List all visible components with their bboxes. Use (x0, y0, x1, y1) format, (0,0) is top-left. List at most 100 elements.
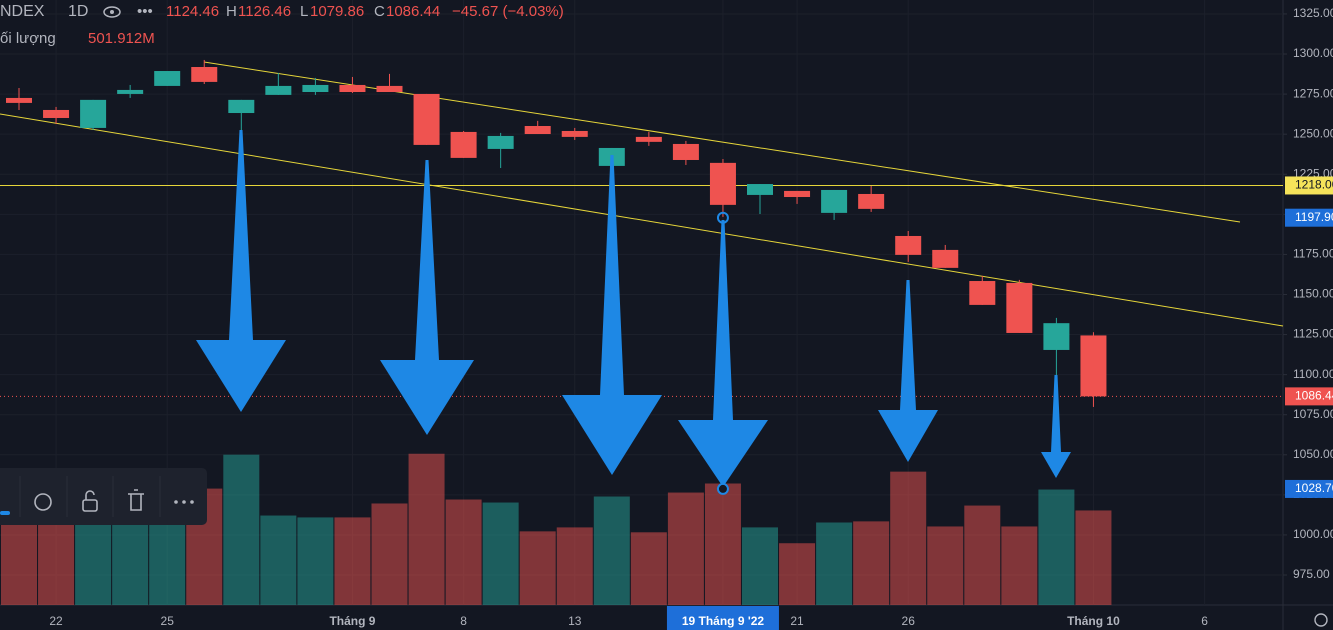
close-prefix: C (374, 3, 385, 20)
settings-gear[interactable] (1314, 613, 1328, 627)
volume-bar (334, 517, 371, 605)
candle-body (858, 193, 885, 209)
y-tick-label: 1100.00 (1293, 367, 1333, 381)
y-tick-label: 1175.00 (1293, 247, 1333, 261)
volume-bar (408, 453, 445, 605)
crosshair-point (716, 482, 729, 495)
candle-body (302, 84, 329, 93)
candle-body (450, 131, 477, 158)
y-tick-label: 1150.00 (1293, 287, 1333, 301)
more-button[interactable]: ••• (137, 3, 153, 20)
volume-bar (371, 503, 408, 605)
drawing-toolbar (0, 468, 207, 525)
lock-icon[interactable] (82, 499, 98, 512)
x-tick-label: 21 (790, 614, 804, 628)
arrow (1041, 375, 1071, 478)
price-tag (1285, 208, 1333, 227)
y-tick-label: 975.00 (1293, 567, 1330, 581)
candle-body (784, 190, 811, 198)
lock-shackle (85, 490, 95, 500)
candle-body (117, 89, 144, 94)
volume-bar (1038, 489, 1075, 605)
open-value: 1124.46 (166, 3, 220, 20)
candle-body (376, 85, 403, 93)
candle-body (1043, 323, 1070, 350)
y-tick-label: 1250.00 (1293, 126, 1333, 140)
price-tag (1285, 176, 1333, 195)
symbol[interactable]: NDEX (0, 3, 45, 20)
candle-body (154, 71, 181, 86)
x-tick-label: Tháng 9 (329, 614, 375, 628)
trend-line (0, 113, 1284, 327)
candle-body (265, 85, 292, 95)
change: −45.67 (−4.03%) (452, 3, 564, 20)
interval[interactable]: 1D (68, 3, 89, 20)
more-dot (174, 500, 178, 504)
candle-body (895, 235, 922, 255)
close-value: 1086.44 (386, 3, 441, 20)
settings-icon[interactable] (34, 493, 52, 511)
candle-body (1006, 282, 1033, 333)
more-dot (190, 500, 194, 504)
volume-bar (1075, 510, 1112, 605)
toolbar-accent (0, 511, 10, 515)
y-tick-label: 1300.00 (1293, 46, 1333, 60)
volume-bar (297, 517, 334, 605)
candle-body (672, 143, 699, 160)
arrow (380, 160, 474, 435)
volume-bar (556, 527, 593, 605)
high-prefix: H (226, 3, 237, 20)
low-value: 1079.86 (310, 3, 365, 20)
arrow (878, 280, 938, 462)
volume-bar (593, 496, 630, 605)
volume-bar (260, 515, 297, 605)
delete-icon[interactable] (128, 489, 144, 511)
volume-value: 501.912M (88, 30, 155, 47)
x-tick-label: 26 (902, 614, 916, 628)
candle-body (339, 84, 366, 93)
candle-body (747, 184, 773, 195)
y-tick-label: 1275.00 (1293, 86, 1333, 100)
x-tick-label: 6 (1201, 614, 1208, 628)
price-tag-label: 1218.00 (1295, 178, 1333, 192)
price-tag-label: 1197.90 (1295, 210, 1333, 224)
y-tick-label: 1125.00 (1293, 327, 1333, 341)
price-tag-label: 1028.70 (1295, 481, 1333, 495)
candle-body (80, 99, 107, 128)
crosshair-date: 19 Tháng 9 '22 (682, 614, 765, 628)
candle-body (932, 249, 959, 268)
candle-body (6, 97, 32, 103)
volume-bar (445, 499, 482, 605)
volume-bar (482, 502, 519, 605)
volume-bar (779, 543, 816, 605)
arrow (196, 130, 286, 412)
y-tick-label: 1050.00 (1293, 447, 1333, 461)
low-prefix: L (300, 3, 309, 20)
y-tick-label: 1000.00 (1293, 527, 1333, 541)
more-dot (182, 500, 186, 504)
candle-body (635, 136, 662, 142)
candle-body (709, 162, 736, 205)
candle-body (487, 135, 514, 149)
volume-bar (223, 454, 260, 605)
candle-body (43, 109, 70, 118)
price-tag (1285, 479, 1333, 498)
volume-bar (890, 471, 927, 605)
price-tag-label: 1086.44 (1295, 389, 1333, 403)
candle-body (969, 281, 996, 305)
volume-bar (519, 531, 556, 605)
volume-title: ối lượng (0, 30, 56, 47)
toolbar-icons[interactable] (100, 0, 140, 24)
candle-body (228, 99, 255, 114)
crosshair-date-box (666, 606, 779, 630)
volume-bar (704, 483, 741, 605)
volume-bar (853, 521, 890, 605)
y-tick-label: 1325.00 (1293, 6, 1333, 20)
candle-body (561, 130, 588, 137)
volume-bar (1001, 526, 1038, 605)
arrow (562, 155, 662, 475)
high-value: 1126.46 (238, 3, 292, 20)
candle-body (524, 126, 551, 135)
arrow (678, 220, 768, 487)
